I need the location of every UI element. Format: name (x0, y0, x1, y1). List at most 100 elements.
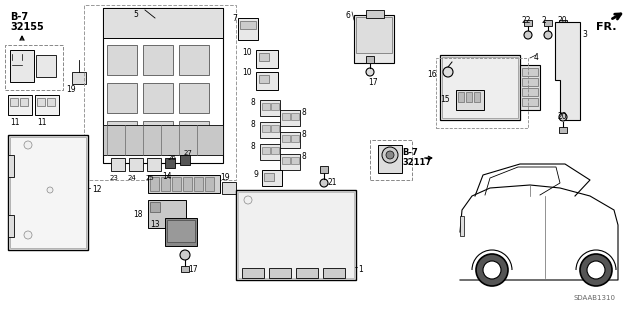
Text: 20: 20 (558, 16, 568, 25)
Bar (474, 92, 480, 102)
Text: 6: 6 (345, 11, 350, 20)
Circle shape (587, 261, 605, 279)
Text: 24: 24 (128, 175, 137, 181)
Bar (107, 83, 137, 113)
Bar (8, 135, 88, 250)
Text: B-7: B-7 (402, 148, 418, 157)
Bar (262, 125, 270, 132)
Bar (143, 83, 173, 113)
Polygon shape (555, 22, 580, 120)
Text: 11: 11 (10, 118, 19, 127)
Circle shape (524, 31, 532, 39)
Bar (222, 182, 236, 194)
Bar (282, 135, 290, 142)
Circle shape (47, 187, 53, 193)
Bar (103, 8, 223, 38)
Text: SDAAB1310: SDAAB1310 (573, 295, 615, 301)
Bar (291, 113, 299, 120)
Bar (143, 121, 173, 151)
Bar (238, 192, 354, 278)
Bar (179, 45, 209, 75)
Bar (10, 137, 86, 248)
Bar (323, 268, 345, 278)
Circle shape (386, 151, 394, 159)
Text: 32117: 32117 (402, 158, 431, 167)
Bar (280, 132, 300, 148)
Bar (194, 177, 203, 191)
Bar (291, 135, 299, 142)
Circle shape (559, 113, 567, 121)
Bar (47, 98, 55, 106)
Bar (8, 215, 14, 237)
Bar (280, 154, 300, 170)
Bar (262, 170, 282, 186)
Bar (356, 17, 392, 53)
Bar (165, 218, 197, 246)
Polygon shape (460, 185, 618, 280)
Bar (366, 56, 374, 63)
Circle shape (366, 68, 374, 76)
Bar (150, 177, 159, 191)
Text: 10: 10 (243, 68, 252, 77)
Bar (240, 21, 256, 29)
Bar (264, 173, 274, 181)
Bar (256, 72, 278, 90)
Text: 22: 22 (521, 16, 531, 25)
Bar (370, 140, 412, 180)
Bar (544, 20, 552, 26)
Circle shape (180, 250, 190, 260)
Text: 17: 17 (188, 265, 198, 274)
Text: 8: 8 (302, 130, 307, 139)
Text: B-7: B-7 (10, 12, 28, 22)
Circle shape (476, 254, 508, 286)
Bar (456, 90, 484, 110)
Bar (260, 122, 280, 138)
Bar (148, 200, 186, 228)
Bar (260, 144, 280, 160)
Bar (259, 53, 269, 61)
Bar (269, 268, 291, 278)
Bar (271, 147, 279, 154)
Bar (259, 75, 269, 83)
Bar (8, 95, 32, 115)
Bar (522, 98, 538, 106)
Text: 5: 5 (134, 10, 141, 19)
Text: 8: 8 (250, 142, 255, 151)
Bar (181, 266, 189, 272)
Text: 32155: 32155 (10, 22, 44, 32)
Bar (37, 98, 45, 106)
Bar (103, 125, 223, 155)
Circle shape (580, 254, 612, 286)
Bar (183, 177, 192, 191)
Bar (320, 166, 328, 173)
Bar (143, 45, 173, 75)
Bar (107, 121, 137, 151)
Bar (378, 145, 402, 173)
Text: 19: 19 (220, 173, 230, 182)
Text: 2: 2 (541, 16, 546, 25)
Bar (354, 15, 394, 63)
Text: 12: 12 (92, 185, 102, 194)
Text: 25: 25 (146, 175, 155, 181)
Text: FR.: FR. (596, 22, 616, 32)
Circle shape (544, 31, 552, 39)
Bar (10, 98, 18, 106)
Circle shape (320, 179, 328, 187)
Text: 7: 7 (232, 14, 237, 23)
Text: 26: 26 (168, 155, 177, 161)
Bar (559, 20, 567, 26)
Text: 27: 27 (184, 150, 193, 156)
Text: 21: 21 (328, 178, 337, 187)
Bar (262, 103, 270, 110)
Bar (522, 88, 538, 96)
Text: 15: 15 (440, 95, 450, 104)
Bar (236, 190, 356, 280)
Bar (260, 100, 280, 116)
Text: 11: 11 (37, 118, 47, 127)
Text: 10: 10 (243, 48, 252, 57)
Bar (20, 98, 28, 106)
Bar (161, 177, 170, 191)
Text: 20: 20 (558, 112, 568, 121)
Bar (167, 220, 195, 242)
Bar (282, 157, 290, 164)
